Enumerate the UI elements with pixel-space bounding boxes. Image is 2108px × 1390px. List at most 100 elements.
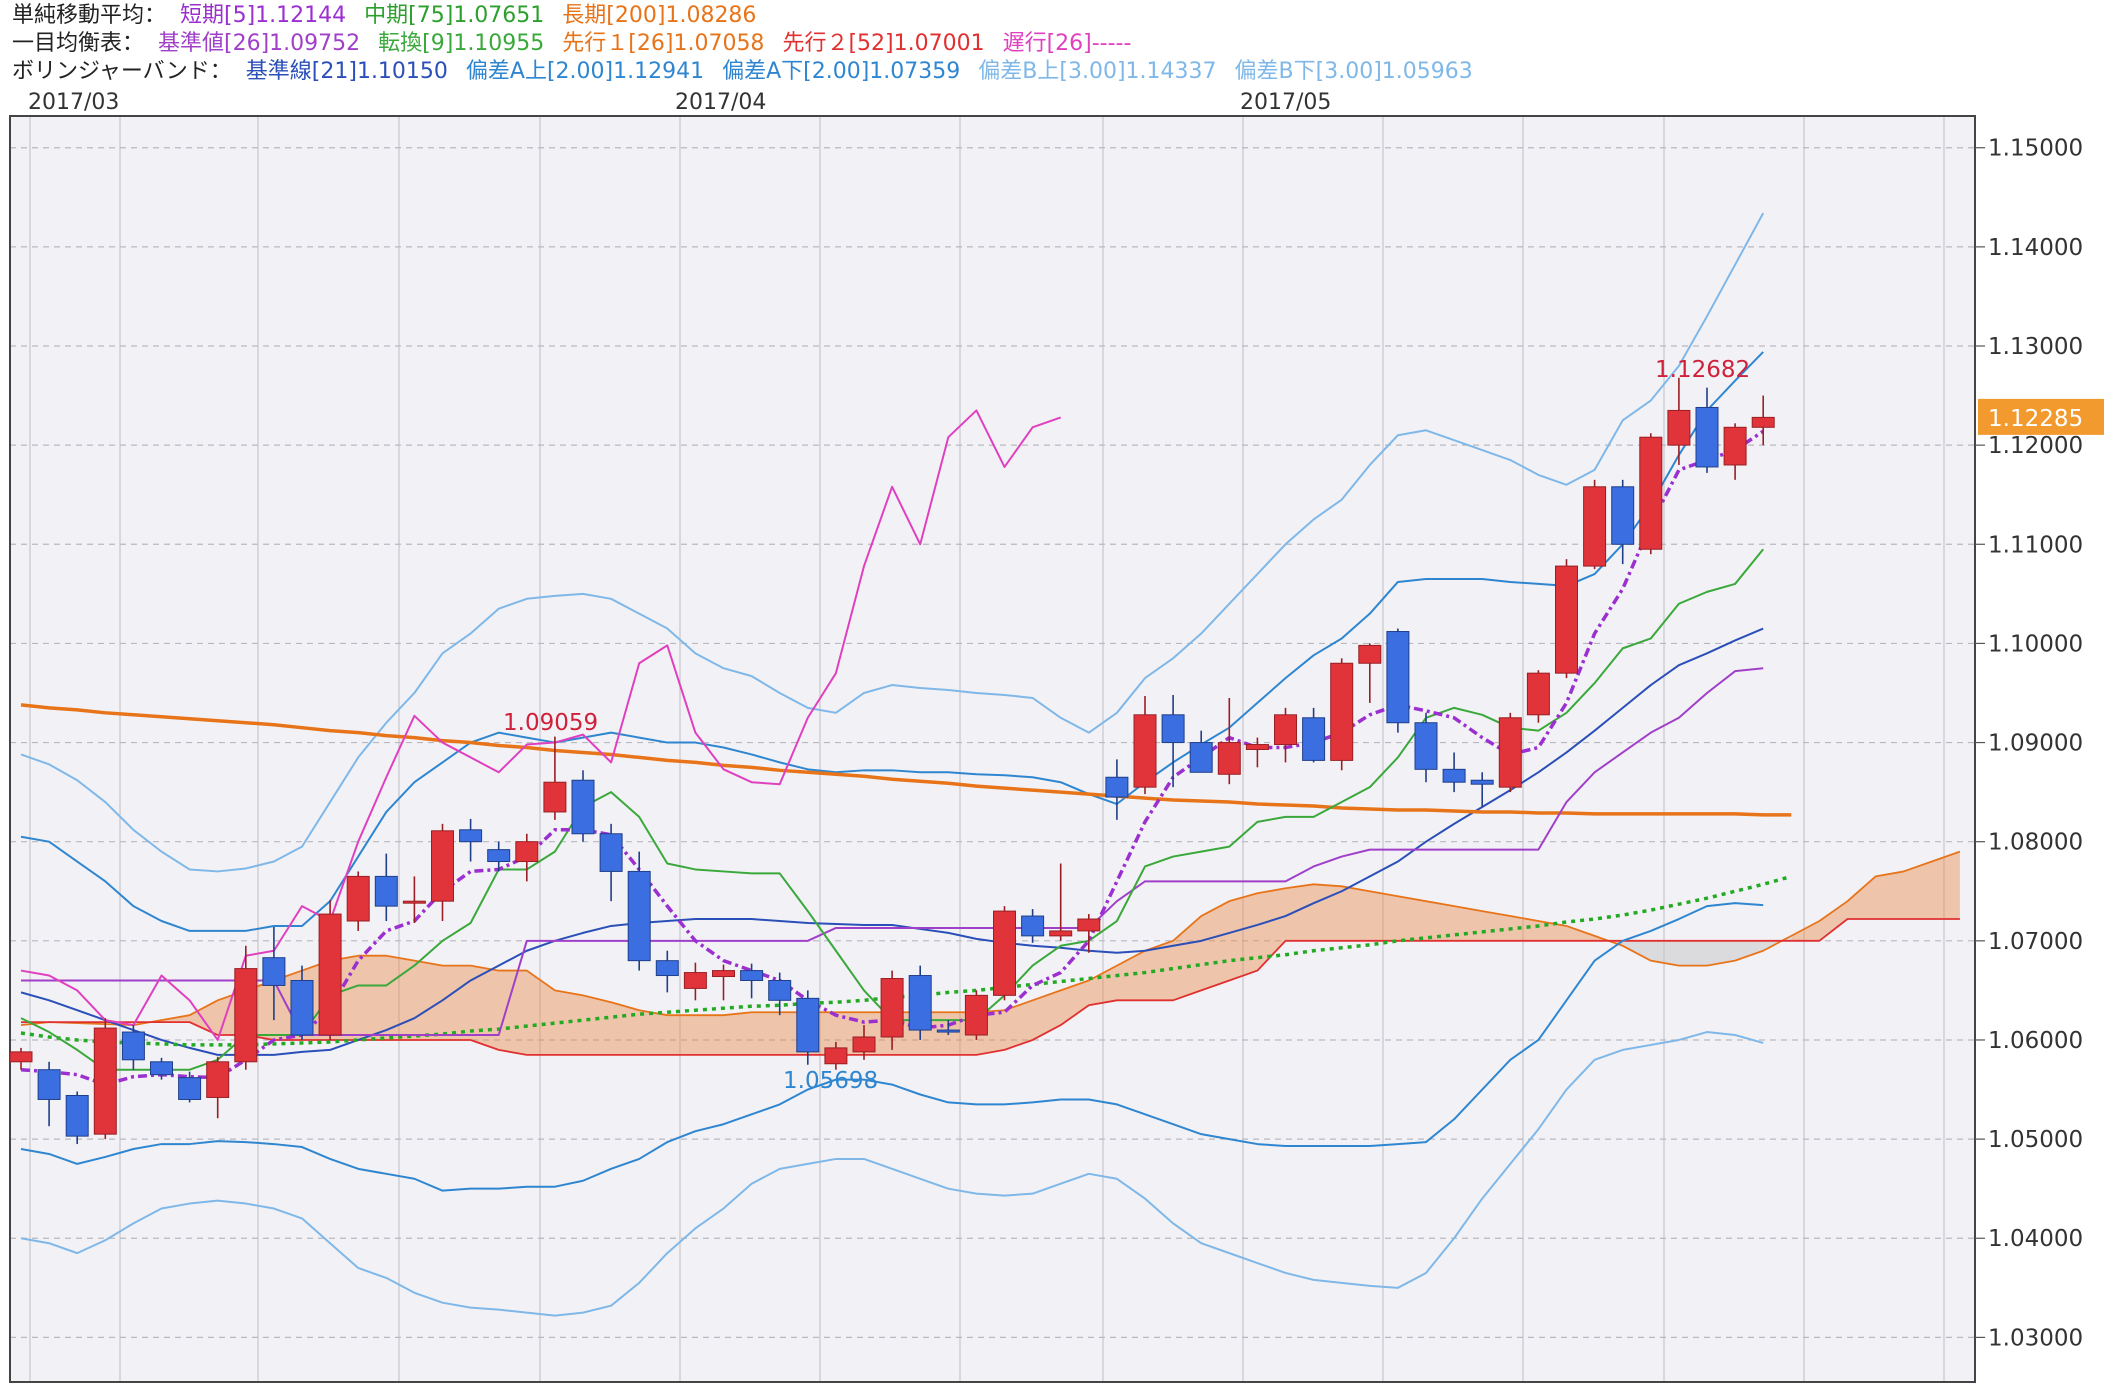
candle-body <box>1049 930 1073 937</box>
bollinger-a-lower-line <box>20 902 1764 1192</box>
candle-body <box>1245 744 1269 750</box>
candle-body <box>852 1036 876 1053</box>
cloud-segment <box>1875 871 1904 920</box>
cloud-segment <box>1201 901 1230 991</box>
cloud-segment <box>1622 940 1651 961</box>
y-tick-label: 1.06000 <box>1988 1028 2083 1054</box>
legend-row-sma: 単純移動平均： 短期[5]1.12144 中期[75]1.07651 長期[200]1… <box>12 2 774 30</box>
cloud-segment <box>1735 940 1764 961</box>
candle-body <box>712 970 735 978</box>
bollinger-b-up-value: 偏差B上[3.00]1.14337 <box>978 59 1217 84</box>
candle-body <box>1583 486 1607 567</box>
candle-body <box>1386 631 1410 724</box>
cloud-segment <box>189 1000 218 1036</box>
candle-body <box>627 870 651 962</box>
candle-body <box>262 957 286 986</box>
cloud-segment <box>1426 901 1455 941</box>
legend-row-ichimoku: 一目均衡表： 基準値[26]1.09752 転換[9]1.10955 先行１[26]1… <box>12 30 1149 58</box>
y-tick-label: 1.05000 <box>1988 1127 2083 1153</box>
y-axis: 1.15000 1.14000 1.13000 1.12000 1.11000 1.100… <box>1975 136 2083 1351</box>
candle-body <box>936 1029 960 1033</box>
candle-body <box>1414 722 1438 770</box>
candle-body <box>1470 779 1494 785</box>
ichimoku-kijun-value: 基準値[26]1.09752 <box>158 31 361 56</box>
candle-body <box>1723 426 1747 466</box>
y-axis-band <box>1975 86 2108 1382</box>
sma-long-line <box>20 703 1792 817</box>
candle-body <box>402 900 426 904</box>
candle-body <box>93 1027 117 1135</box>
y-tick-label: 1.07000 <box>1988 929 2083 955</box>
y-tick-label: 1.11000 <box>1988 532 2083 558</box>
candle-body <box>515 841 539 863</box>
cloud-segment <box>751 1012 780 1055</box>
cloud-segment <box>723 1012 752 1055</box>
senkou2-line <box>21 918 1960 1056</box>
bollinger-label: ボリンジャーバンド： <box>12 59 232 84</box>
candle-body <box>1133 714 1157 788</box>
candle-body <box>1274 714 1297 746</box>
candle-body <box>1555 565 1578 674</box>
candle-body <box>571 779 595 835</box>
candle-body <box>9 1051 33 1063</box>
annotations: 1.09059 1.05698 1.12682 1.12285 <box>503 357 2104 1094</box>
cloud-segment <box>358 955 387 1040</box>
candle-body <box>459 829 483 843</box>
bollinger-mid-value: 基準線[21]1.10150 <box>245 59 448 84</box>
x-tick-label: 2017/05 <box>1240 90 1331 115</box>
y-tick-label: 1.12000 <box>1988 433 2083 459</box>
cloud-segment <box>386 955 415 1040</box>
y-tick-label: 1.03000 <box>1988 1325 2083 1351</box>
candle-body <box>1077 918 1101 932</box>
candle-body <box>150 1061 173 1076</box>
candle-body <box>1161 714 1185 744</box>
candle-body <box>290 979 314 1036</box>
cloud-segment <box>1847 876 1876 920</box>
candle-body <box>964 994 988 1036</box>
candle-body <box>37 1069 61 1100</box>
candle-body <box>1358 644 1382 664</box>
x-tick-label: 2017/03 <box>28 90 119 115</box>
current-price-tag <box>1978 398 2104 435</box>
cloud-segment <box>1341 886 1370 941</box>
sma-short-value: 短期[5]1.12144 <box>180 3 347 28</box>
bollinger-a-upper-line <box>20 351 1764 932</box>
cloud-segment <box>667 1015 696 1055</box>
y-tick-label: 1.10000 <box>1988 631 2083 657</box>
cloud-segment <box>1060 980 1089 1026</box>
candle-body <box>1526 672 1550 716</box>
candle-body <box>824 1047 848 1065</box>
low-label-april: 1.05698 <box>783 1068 878 1094</box>
candle-body <box>543 781 567 813</box>
cloud-segment <box>1145 940 1174 1001</box>
cloud-segment <box>1707 940 1736 966</box>
x-label-band <box>0 86 1995 116</box>
candle-body <box>1639 436 1663 550</box>
cloud-segment <box>1678 940 1707 966</box>
candle-body <box>374 875 398 907</box>
cloud-segment <box>639 1010 668 1055</box>
candle-body <box>1021 915 1045 937</box>
candle-body <box>1751 416 1775 428</box>
y-tick-label: 1.13000 <box>1988 334 2083 360</box>
ichimoku-label: 一目均衡表： <box>12 31 145 56</box>
candle-body <box>993 910 1016 996</box>
bollinger-b-upper-line <box>20 212 1765 873</box>
cloud-segment <box>1285 884 1314 941</box>
grid <box>0 86 2108 1383</box>
cloud-segment <box>1116 950 1145 1001</box>
candle-body <box>740 970 764 981</box>
senkou1-line <box>20 850 1961 1027</box>
y-tick-label: 1.04000 <box>1988 1226 2083 1252</box>
candle-body <box>880 978 904 1038</box>
x-axis: 2017/03 2017/04 2017/05 <box>28 90 1331 115</box>
ichimoku-tenkan-value: 転換[9]1.10955 <box>378 31 545 56</box>
cloud-segment <box>526 970 555 1055</box>
current-price-label: 1.12285 <box>1988 406 2083 432</box>
cloud-segment <box>1931 851 1960 920</box>
cloud-segment <box>1032 990 1061 1040</box>
y-tick-label: 1.14000 <box>1988 235 2083 261</box>
plot-area <box>10 116 1975 1382</box>
cloud-segment <box>1397 896 1426 941</box>
